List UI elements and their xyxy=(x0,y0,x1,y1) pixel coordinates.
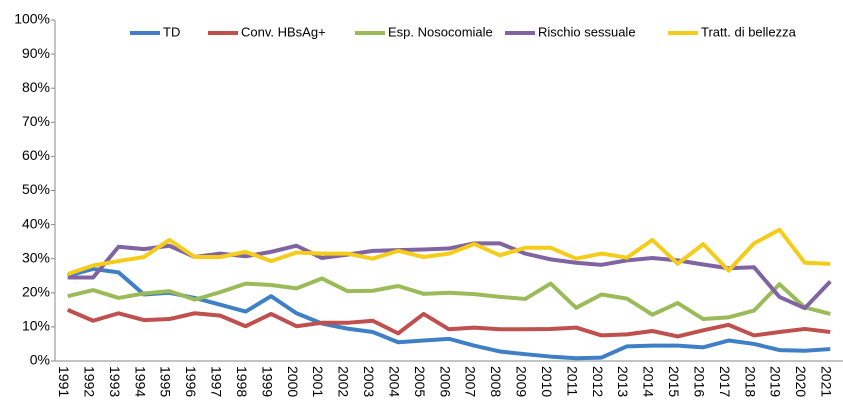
x-tick-label: 2004 xyxy=(386,366,402,397)
x-tick-label: 2011 xyxy=(564,366,580,396)
legend-label: Esp. Nosocomiale xyxy=(388,24,493,39)
x-tick-label: 2020 xyxy=(793,366,809,397)
x-tick-label: 1995 xyxy=(158,366,174,397)
x-tick-label: 1999 xyxy=(259,366,275,397)
legend-label: Conv. HBsAg+ xyxy=(241,24,326,39)
x-tick-label: 1997 xyxy=(209,366,225,397)
x-tick-label: 2010 xyxy=(539,366,555,397)
legend-label: TD xyxy=(163,24,180,39)
y-tick-label: 70% xyxy=(22,113,50,129)
x-tick-label: 1996 xyxy=(183,366,199,397)
x-tick-label: 2000 xyxy=(285,366,301,397)
x-tick-label: 1991 xyxy=(56,366,72,397)
x-tick-label: 2009 xyxy=(514,366,530,397)
x-tick-label: 2001 xyxy=(310,366,326,397)
x-tick-label: 2019 xyxy=(768,366,784,397)
x-tick-label: 2007 xyxy=(463,366,479,397)
x-tick-label: 1998 xyxy=(234,366,250,397)
x-tick-label: 2005 xyxy=(412,366,428,397)
x-tick-label: 2013 xyxy=(615,366,631,397)
x-tick-label: 1994 xyxy=(132,366,148,397)
series-line xyxy=(66,308,831,339)
y-tick-label: 10% xyxy=(22,318,50,334)
x-tick-label: 2016 xyxy=(691,366,707,397)
x-tick-label: 2021 xyxy=(819,366,835,397)
y-tick-label: 30% xyxy=(22,249,50,265)
x-tick-label: 2014 xyxy=(641,366,657,397)
legend-label: Tratt. di bellezza xyxy=(701,24,797,39)
x-tick-label: 2003 xyxy=(361,366,377,397)
x-tick-label: 1993 xyxy=(107,366,123,397)
series-line xyxy=(67,266,831,361)
series-line xyxy=(67,276,831,322)
legend-label: Rischio sessuale xyxy=(538,24,636,39)
y-tick-label: 0% xyxy=(30,352,50,368)
x-tick-label: 2006 xyxy=(437,366,453,397)
y-tick-label: 20% xyxy=(22,284,50,300)
y-tick-label: 80% xyxy=(22,79,50,95)
x-tick-label: 2008 xyxy=(488,366,504,397)
x-tick-label: 2012 xyxy=(590,366,606,397)
x-tick-label: 1992 xyxy=(81,366,97,397)
x-tick-label: 2015 xyxy=(666,366,682,397)
y-tick-label: 40% xyxy=(22,215,50,231)
x-tick-label: 2017 xyxy=(717,366,733,397)
y-tick-label: 60% xyxy=(22,147,50,163)
y-tick-label: 90% xyxy=(22,45,50,61)
y-tick-label: 100% xyxy=(14,11,50,27)
series-line xyxy=(67,227,831,276)
x-tick-label: 2002 xyxy=(336,366,352,397)
y-tick-label: 50% xyxy=(22,181,50,197)
x-tick-label: 2018 xyxy=(742,366,758,397)
